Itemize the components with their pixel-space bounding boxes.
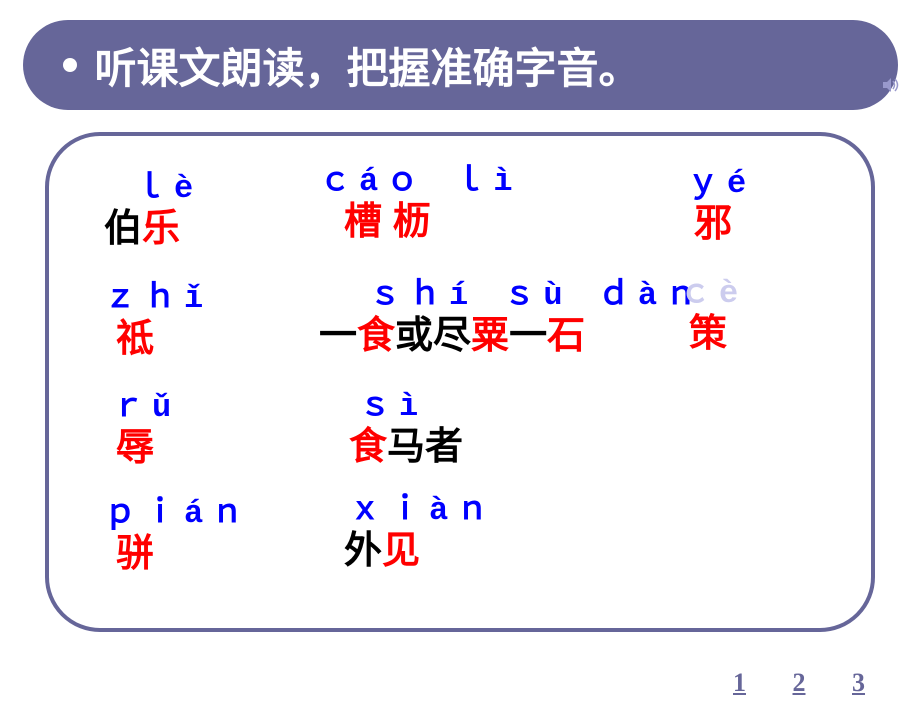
hanzi-text: 外见 xyxy=(319,529,705,575)
hanzi-text: 邪 xyxy=(679,202,754,248)
hanzi-text: 食马者 xyxy=(319,425,705,471)
hanzi-text: 伯乐 xyxy=(104,207,251,253)
hanzi-text: 辱 xyxy=(104,426,251,472)
nav-link-1[interactable]: 1 xyxy=(733,668,746,697)
bullet-dot xyxy=(63,58,77,72)
vocab-entry: ｓｈí ｓù ｄàｎ一食或尽粟一石 xyxy=(319,268,705,360)
column-2: ｃáｏ ｌì槽 枥 ｓｈí ｓù ｄàｎ一食或尽粟一石 ｓì食马者 ｘｉàｎ外见 xyxy=(319,154,705,582)
nav-link-3[interactable]: 3 xyxy=(852,668,865,697)
pinyin-label: ｃáｏ ｌì xyxy=(319,154,705,200)
title-bar: 听课文朗读，把握准确字音。 xyxy=(23,20,898,110)
hanzi-text: 策 xyxy=(679,312,754,358)
vocab-entry: ｃè策 xyxy=(679,266,754,358)
vocab-entry: ｓì食马者 xyxy=(319,379,705,471)
pinyin-label: ｃè xyxy=(679,266,754,312)
hanzi-text: 骈 xyxy=(104,532,251,578)
title-text: 听课文朗读，把握准确字音。 xyxy=(95,35,641,96)
pinyin-label: ｓｈí ｓù ｄàｎ xyxy=(319,268,705,314)
hanzi-text: 槽 枥 xyxy=(319,200,705,246)
pinyin-label: ｌè xyxy=(104,161,251,207)
column-1: ｌè伯乐 ｚｈǐ祗 ｒǔ辱 ｐｉáｎ骈 xyxy=(104,161,251,585)
hanzi-text: 祗 xyxy=(104,317,251,363)
pinyin-label: ｙé xyxy=(679,156,754,202)
vocab-entry: ｘｉàｎ外见 xyxy=(319,483,705,575)
sound-icon[interactable] xyxy=(880,75,900,95)
pinyin-label: ｒǔ xyxy=(104,380,251,426)
footer-nav: 1 2 3 xyxy=(693,668,865,698)
vocab-entry: ｚｈǐ祗 xyxy=(104,271,251,363)
vocab-entry: ｃáｏ ｌì槽 枥 xyxy=(319,154,705,246)
content-box: ｌè伯乐 ｚｈǐ祗 ｒǔ辱 ｐｉáｎ骈 ｃáｏ ｌì槽 枥 ｓｈí ｓù ｄàｎ一食或尽… xyxy=(45,132,875,632)
vocab-entry: ｒǔ辱 xyxy=(104,380,251,472)
vocab-entry: ｙé邪 xyxy=(679,156,754,248)
pinyin-label: ｐｉáｎ xyxy=(104,486,251,532)
pinyin-label: ｓì xyxy=(319,379,705,425)
vocab-entry: ｌè伯乐 xyxy=(104,161,251,253)
column-3: ｙé邪 ｃè策 xyxy=(679,156,754,365)
nav-link-2[interactable]: 2 xyxy=(793,668,806,697)
pinyin-label: ｘｉàｎ xyxy=(319,483,705,529)
vocab-entry: ｐｉáｎ骈 xyxy=(104,486,251,578)
pinyin-label: ｚｈǐ xyxy=(104,271,251,317)
hanzi-text: 一食或尽粟一石 xyxy=(319,314,705,360)
